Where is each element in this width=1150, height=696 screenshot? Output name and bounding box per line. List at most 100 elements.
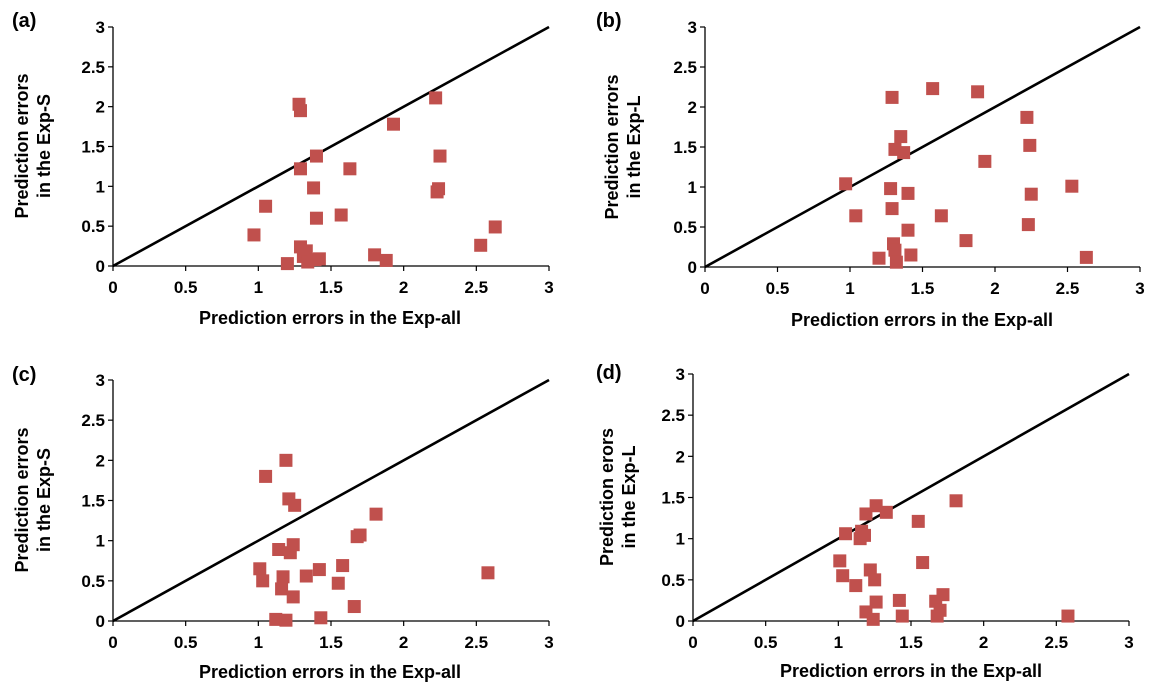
y-tick-label: 1.5 xyxy=(661,489,685,508)
data-point xyxy=(288,498,302,512)
data-point xyxy=(934,209,948,223)
data-point xyxy=(904,248,918,262)
data-point xyxy=(481,566,495,580)
x-tick-label: 0 xyxy=(688,633,697,652)
x-tick-label: 1.5 xyxy=(319,633,343,652)
data-point xyxy=(299,569,313,583)
y-tick-label: 1 xyxy=(676,530,685,549)
data-point xyxy=(888,243,902,257)
data-point xyxy=(259,199,273,213)
data-point xyxy=(293,162,307,176)
data-point xyxy=(353,528,367,542)
x-tick-label: 0 xyxy=(108,633,117,652)
data-point xyxy=(386,117,400,131)
y-tick-label: 1.5 xyxy=(81,138,105,157)
data-point xyxy=(369,507,383,521)
x-tick-label: 0 xyxy=(700,279,709,298)
x-tick-label: 2.5 xyxy=(1045,633,1069,652)
x-tick-label: 2 xyxy=(399,278,408,297)
data-point xyxy=(869,499,883,513)
data-point xyxy=(833,554,847,568)
x-tick-label: 3 xyxy=(544,278,553,297)
y-axis-title: Prediction errors in the Exp-S xyxy=(12,427,54,572)
data-point xyxy=(368,248,382,262)
x-axis-title: Prediction errors in the Exp-all xyxy=(780,661,1042,681)
data-point xyxy=(933,603,947,617)
x-tick-label: 2 xyxy=(399,633,408,652)
data-point xyxy=(331,576,345,590)
data-point xyxy=(892,593,906,607)
x-tick-label: 2 xyxy=(990,279,999,298)
x-axis-title: Prediction errors in the Exp-all xyxy=(199,308,461,328)
data-point xyxy=(839,527,853,541)
x-tick-label: 2.5 xyxy=(1056,279,1080,298)
data-point xyxy=(839,177,853,191)
data-point xyxy=(314,611,328,625)
x-tick-label: 1 xyxy=(254,278,263,297)
y-tick-label: 0.5 xyxy=(661,571,685,590)
data-point xyxy=(276,570,290,584)
data-point xyxy=(280,257,294,271)
data-point xyxy=(869,595,883,609)
y-tick-label: 3 xyxy=(96,371,105,390)
y-tick-label: 0 xyxy=(688,258,697,277)
data-point xyxy=(849,209,863,223)
x-tick-label: 1 xyxy=(845,279,854,298)
data-point xyxy=(949,494,963,508)
panel-d: 0 0.5 1 1.5 2 2.5 3 0 0.5 1 1.5 2 2.5 3 Prediction err… xyxy=(596,362,1134,681)
data-point xyxy=(897,146,911,160)
y-tick-label: 2 xyxy=(96,451,105,470)
y-tick-label: 1 xyxy=(96,177,105,196)
data-point xyxy=(1023,138,1037,152)
data-point xyxy=(1079,250,1093,264)
x-tick-label: 1.5 xyxy=(899,633,923,652)
x-tick-label: 2.5 xyxy=(465,278,489,297)
data-point xyxy=(433,149,447,163)
data-point xyxy=(971,85,985,99)
data-point xyxy=(1061,609,1075,623)
data-point xyxy=(347,600,361,614)
y-tick-label: 2.5 xyxy=(81,58,105,77)
data-point xyxy=(885,90,899,104)
data-point xyxy=(432,182,446,196)
data-point xyxy=(286,590,300,604)
y-tick-label: 2 xyxy=(96,98,105,117)
y-tick-label: 0.5 xyxy=(673,218,697,237)
x-tick-label: 0 xyxy=(108,278,117,297)
y-tick-label: 1.5 xyxy=(673,138,697,157)
data-point xyxy=(334,208,348,222)
y-axis-title-line: in the Exp-S xyxy=(34,94,54,198)
x-tick-label: 3 xyxy=(544,633,553,652)
y-axis-title: Prediction errors in the Exp-L xyxy=(602,74,644,219)
x-tick-label: 2.5 xyxy=(465,633,489,652)
x-tick-label: 0.5 xyxy=(754,633,778,652)
y-tick-label: 0 xyxy=(676,612,685,631)
x-tick-label: 1.5 xyxy=(319,278,343,297)
y-tick-label: 3 xyxy=(688,18,697,37)
data-point xyxy=(312,563,326,577)
data-point xyxy=(429,91,443,105)
y-tick-label: 0.5 xyxy=(81,572,105,591)
y-axis-title-line: in the Exp-L xyxy=(619,445,639,548)
reference-line-y-equals-x xyxy=(704,25,1141,269)
data-point xyxy=(901,223,915,237)
panel-b: 0 0.5 1 1.5 2 2.5 3 0 0.5 1 1.5 2 2.5 3 Prediction err… xyxy=(596,10,1145,330)
panel-label: (a) xyxy=(12,10,36,32)
y-axis-title: Prediction erors in the Exp-L xyxy=(597,428,639,566)
x-tick-label: 1.5 xyxy=(911,279,935,298)
y-tick-label: 2.5 xyxy=(673,58,697,77)
y-axis-title-line: Prediction erors xyxy=(597,428,617,566)
y-tick-label: 1 xyxy=(688,178,697,197)
y-axis-title-line: Prediction errors xyxy=(602,74,622,219)
data-point xyxy=(859,507,873,521)
data-point xyxy=(959,234,973,248)
data-point xyxy=(309,149,323,163)
reference-line-y-equals-x xyxy=(692,372,1130,623)
data-point xyxy=(275,582,289,596)
data-point xyxy=(379,253,393,267)
data-point xyxy=(336,559,350,573)
x-tick-label: 1 xyxy=(834,633,843,652)
x-axis-title: Prediction errors in the Exp-all xyxy=(199,662,461,682)
